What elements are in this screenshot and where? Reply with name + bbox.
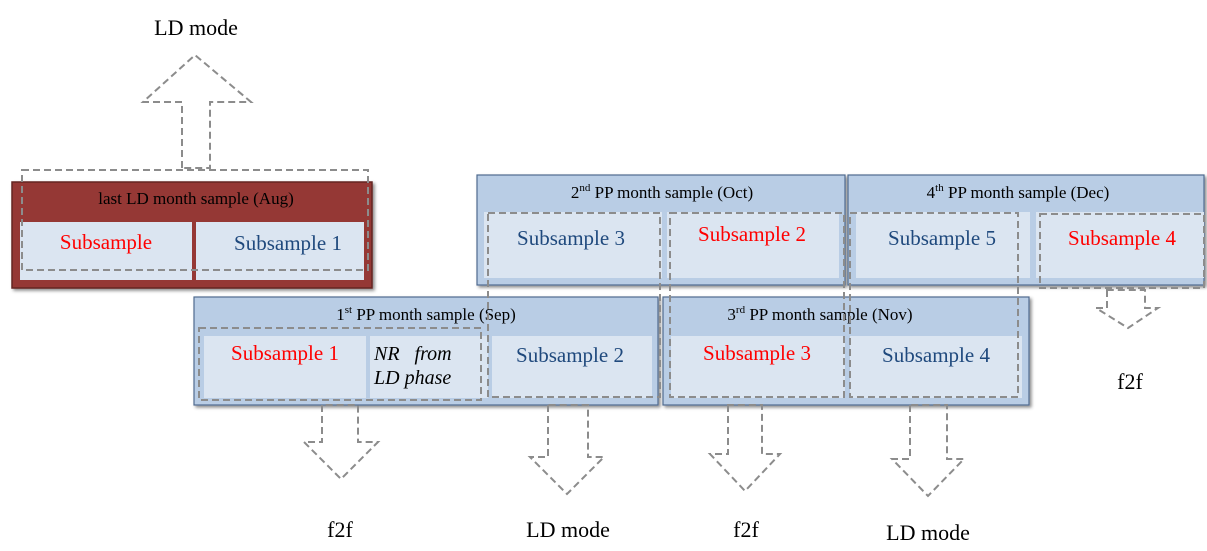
oct-nov-dashed-group [669,212,845,398]
down-arrow-ld-2 [889,404,967,498]
sep-sub1-cell [204,336,366,398]
dec-nov-dashed-group [849,212,1019,398]
block-sep: 1st PP month sample (Sep) Subsample 1 NR… [193,296,659,406]
sep-sub1-label: Subsample 1 [231,341,339,365]
aug-dashed-group [21,169,369,271]
aug-sub1-label: Subsample [60,230,152,254]
down-arrow-ld-1 [527,404,607,496]
down-arrow-f2f-3 [1092,289,1162,330]
block-nov: 3rd PP month sample (Nov) Subsample 3 Su… [662,296,1030,406]
top-ld-mode-label: LD mode [154,15,238,40]
f2f-label-1: f2f [327,517,353,542]
sep-nr-cell [370,336,488,398]
aug-sub2-label: Subsample 1 [234,231,342,255]
oct-title: 2nd PP month sample (Oct) [571,182,753,202]
oct-sep-dashed-group [487,212,661,398]
nov-sub2-label: Subsample 4 [882,343,990,367]
nov-title: 3rd PP month sample (Nov) [727,304,912,324]
sep-nr-line2: LD phase [373,367,451,389]
down-arrow-f2f-2 [707,404,783,493]
aug-title: last LD month sample (Aug) [98,189,293,208]
block-dec: 4th PP month sample (Dec) Subsample 5 Su… [847,174,1205,286]
sep-title: 1st PP month sample (Sep) [336,304,516,324]
dec-sub2-label: Subsample 4 [1068,226,1176,250]
oct-sub1-label: Subsample 3 [517,226,625,250]
sep-sub2-label: Subsample 2 [516,343,624,367]
block-aug: last LD month sample (Aug) Subsample Sub… [11,181,373,289]
ld-mode-label-2: LD mode [886,520,970,545]
dec-sub4-dashed-group [1039,213,1205,289]
sep-nr-line1: NR from [373,343,452,365]
oct-sub2-cell [667,212,839,278]
f2f-label-2: f2f [733,517,759,542]
down-arrow-f2f-1 [301,404,381,481]
dec-sub1-label: Subsample 5 [888,226,996,250]
f2f-label-3: f2f [1117,369,1143,394]
dec-sub2-cell [1036,212,1204,278]
sep-sub2-cell [492,336,652,398]
sep-f2f-dashed-group [198,327,482,401]
oct-sub1-cell [484,212,662,278]
up-arrow-ld-mode [140,53,254,169]
oct-sub2-label: Subsample 2 [698,222,806,246]
ld-mode-label-1: LD mode [526,517,610,542]
dec-title: 4th PP month sample (Dec) [927,182,1110,202]
nov-sub1-label: Subsample 3 [703,341,811,365]
dec-sub1-cell [856,212,1030,278]
nov-sub2-cell [850,336,1022,398]
nov-sub1-cell [671,336,845,398]
